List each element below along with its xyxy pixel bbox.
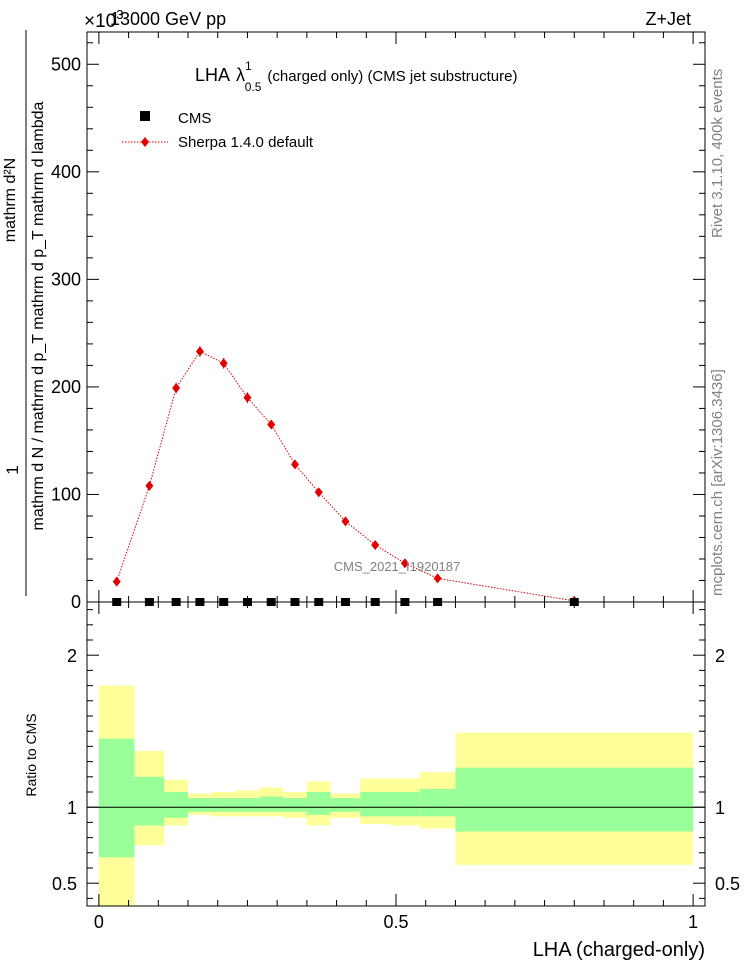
sherpa-point bbox=[219, 358, 228, 369]
ratio-ytick-label: 2 bbox=[67, 646, 77, 666]
xlabel: LHA (charged-only) bbox=[533, 939, 705, 961]
cms-point bbox=[242, 598, 252, 606]
ratio-ytick-label-right: 1 bbox=[715, 798, 725, 818]
cms-point bbox=[569, 598, 579, 606]
legend-cms-label: CMS bbox=[178, 110, 211, 127]
rivet-label: Rivet 3.1.10, 400k events bbox=[709, 69, 726, 238]
ratio-ylabel: Ratio to CMS bbox=[23, 713, 39, 796]
sherpa-line bbox=[116, 350, 575, 602]
ratio-band-inner bbox=[390, 792, 420, 817]
sherpa-point bbox=[172, 382, 181, 393]
ratio-ytick-label-right: 2 bbox=[715, 646, 725, 666]
ratio-band-inner bbox=[360, 792, 391, 817]
sherpa-point bbox=[112, 576, 121, 587]
cms-point bbox=[144, 598, 154, 606]
ylabel-numerator: mathrm d²N bbox=[2, 158, 19, 242]
ylabel-one: 1 bbox=[3, 465, 22, 474]
process-label: Z+Jet bbox=[645, 9, 691, 29]
cms-point bbox=[433, 598, 443, 606]
ratio-bands bbox=[98, 685, 694, 906]
sherpa-point bbox=[145, 480, 154, 491]
cms-point bbox=[171, 598, 181, 606]
ratio-band-inner bbox=[188, 798, 212, 812]
main-ytick-label: 400 bbox=[51, 162, 81, 182]
ratio-band-inner bbox=[419, 788, 456, 817]
main-ytick-label: 200 bbox=[51, 377, 81, 397]
ratio-band-inner bbox=[306, 792, 331, 815]
ratio-ytick-label: 0.5 bbox=[52, 874, 77, 894]
cms-point bbox=[290, 598, 300, 606]
ratio-band-inner bbox=[235, 798, 260, 812]
main-ytick-label: 300 bbox=[51, 269, 81, 289]
ratio-band-inner bbox=[455, 767, 694, 832]
cms-point bbox=[400, 598, 410, 606]
sherpa-point bbox=[243, 392, 252, 403]
sherpa-point bbox=[290, 459, 299, 470]
main-ytick-label: 500 bbox=[51, 54, 81, 74]
cms-point bbox=[314, 598, 324, 606]
cms-point bbox=[340, 598, 350, 606]
cms-point bbox=[112, 598, 122, 606]
mcplots-label: mcplots.cern.ch [arXiv:1306.3436] bbox=[709, 369, 726, 596]
ratio-ytick-label: 1 bbox=[67, 798, 77, 818]
sherpa-point bbox=[371, 540, 380, 550]
xtick-label: 0.5 bbox=[383, 912, 408, 932]
main-ytick-label: 100 bbox=[51, 484, 81, 504]
sherpa-point bbox=[195, 346, 204, 357]
ylabel-denominator: mathrm d N / mathrm d p_T mathrm d p_T m… bbox=[30, 101, 47, 530]
exponent-label: ×103 bbox=[84, 7, 123, 32]
cms-point bbox=[370, 598, 380, 606]
plot-title: LHA λ1 0.5(charged only) (CMS jet substruc… bbox=[195, 59, 517, 94]
ratio-band-inner bbox=[330, 798, 361, 812]
tick-labels: 0 100 200 300 400 500 0 0.5 1 0.5 0.5 1 1 2 2 bbox=[51, 54, 740, 932]
sherpa-point bbox=[314, 487, 323, 498]
ratio-band-inner bbox=[98, 738, 135, 858]
cms-point bbox=[219, 598, 229, 606]
sherpa-point bbox=[400, 558, 409, 569]
sherpa-point bbox=[433, 573, 442, 584]
ratio-band-inner bbox=[134, 776, 165, 826]
xtick-label: 1 bbox=[688, 912, 698, 932]
main-ylabel: 1 mathrm d²N mathrm d N / mathrm d p_T m… bbox=[2, 30, 47, 596]
cms-series bbox=[112, 598, 579, 606]
legend-cms-marker bbox=[140, 111, 150, 121]
legend-sherpa-marker bbox=[141, 137, 149, 147]
cms-point bbox=[266, 598, 276, 606]
ratio-band-inner bbox=[259, 796, 284, 812]
analysis-watermark: CMS_2021_I1920187 bbox=[334, 559, 461, 574]
legend-sherpa-label: Sherpa 1.4.0 default bbox=[178, 134, 314, 151]
sherpa-point bbox=[341, 516, 350, 527]
energy-label: 13000 GeV pp bbox=[110, 9, 226, 29]
xtick-label: 0 bbox=[94, 912, 104, 932]
cms-point bbox=[195, 598, 205, 606]
ratio-band-inner bbox=[211, 798, 236, 812]
sherpa-point bbox=[267, 419, 276, 430]
axis-ticks bbox=[87, 32, 705, 906]
ratio-ytick-label-right: 0.5 bbox=[715, 874, 740, 894]
ratio-band-inner bbox=[164, 792, 189, 818]
main-ytick-label: 0 bbox=[71, 592, 81, 612]
ratio-band-inner bbox=[283, 798, 307, 812]
